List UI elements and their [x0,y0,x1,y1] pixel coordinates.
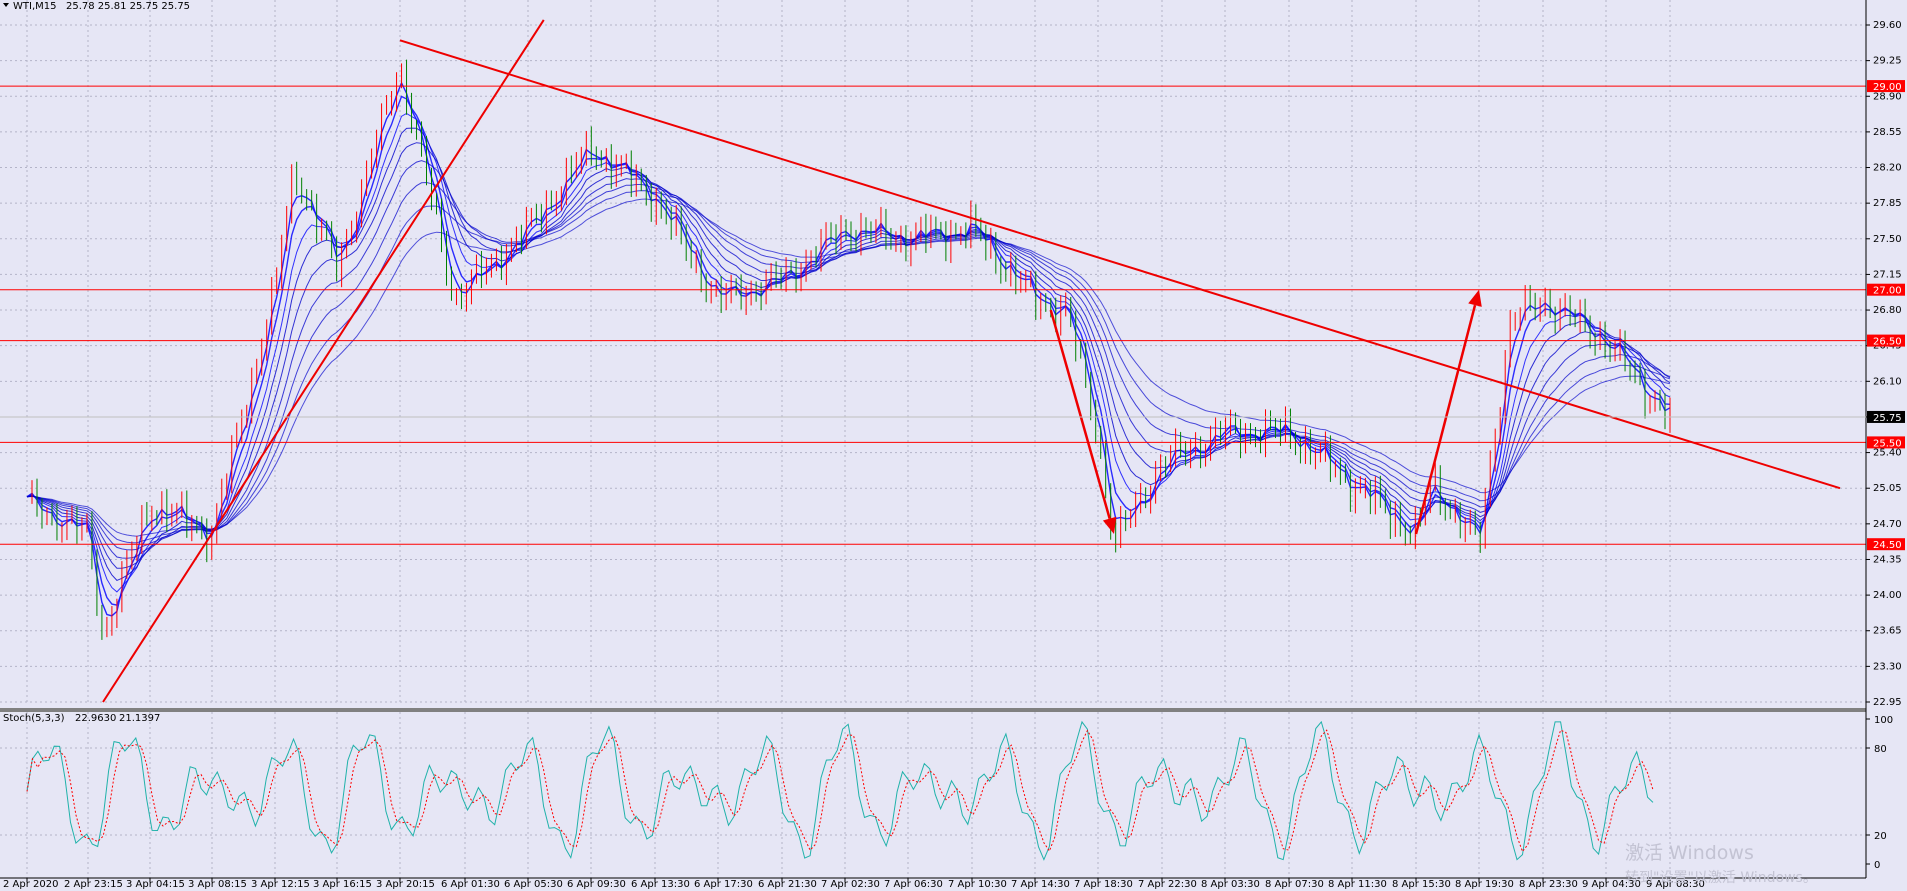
candlesticks [31,59,1671,640]
horizontal-levels[interactable] [0,85,1866,545]
time-tick-label: 7 Apr 22:30 [1138,879,1197,890]
stoch-scale-label: 100 [1874,715,1893,726]
symbol-label: WTI,M15 [13,1,56,12]
current-price-label: 25.75 [1873,413,1902,424]
time-tick-label: 7 Apr 14:30 [1011,879,1070,890]
price-tick-label: 27.15 [1873,269,1902,280]
price-tick-label: 22.95 [1873,697,1902,708]
time-tick-label: 8 Apr 11:30 [1328,879,1387,890]
ma-line [26,181,1671,551]
stoch-scale-label: 20 [1874,831,1887,842]
moving-average-ribbon [26,81,1671,617]
price-tick-label: 28.20 [1873,163,1902,174]
level-price-tag [1867,334,1905,347]
chart-header: WTI,M15 25.78 25.81 25.75 25.75 [3,1,190,12]
price-tick-label: 26.80 [1873,305,1902,316]
level-price-tag [1867,538,1905,551]
time-tick-label: 7 Apr 10:30 [948,879,1007,890]
level-price-label: 25.50 [1873,438,1902,449]
ma-line [26,127,1671,581]
time-tick-label: 8 Apr 19:30 [1455,879,1514,890]
price-grid [0,0,1866,878]
stoch-scale-label: 0 [1874,860,1880,871]
time-tick-label: 2 Apr 2020 [3,879,58,890]
stoch-main-line [26,720,1654,861]
time-tick-label: 3 Apr 12:15 [251,879,310,890]
price-tick-label: 27.85 [1873,198,1902,209]
time-tick-label: 6 Apr 05:30 [504,879,563,890]
activation-watermark: 激活 Windows 转到"设置"以激活 Windows。 [1625,842,1817,886]
stoch-signal-line [26,729,1654,853]
level-price-label: 26.50 [1873,337,1902,348]
price-tick-label: 25.40 [1873,448,1902,459]
level-price-label: 27.00 [1873,286,1902,297]
price-tick-label: 29.60 [1873,20,1902,31]
time-tick-label: 3 Apr 20:15 [376,879,435,890]
time-tick-label: 6 Apr 13:30 [631,879,690,890]
panel-separator[interactable] [0,708,1907,712]
arrow-up-icon[interactable] [1468,289,1482,307]
stoch-header: Stoch(5,3,3) 22.9630 21.1397 [3,713,160,724]
price-tick-label: 26.10 [1873,376,1902,387]
price-tick-label: 28.55 [1873,127,1902,138]
dropdown-triangle-icon[interactable] [3,3,9,7]
ma-line [26,190,1671,544]
time-tick-label: 6 Apr 21:30 [758,879,817,890]
price-tick-label: 29.25 [1873,56,1902,67]
time-tick-label: 8 Apr 03:30 [1201,879,1260,890]
main-panel-background [0,0,1866,705]
stochastic-panel [0,708,1907,861]
ma-line [26,198,1671,537]
arrow-down-shaft[interactable] [1049,309,1111,519]
time-tick-label: 8 Apr 23:30 [1519,879,1578,890]
stoch-main-value: 22.9630 [75,713,116,724]
time-tick-label: 2 Apr 23:15 [64,879,123,890]
stoch-label: Stoch(5,3,3) [3,713,65,724]
stoch-signal-value: 21.1397 [119,713,160,724]
price-tick-label: 24.70 [1873,519,1902,530]
level-price-tag [1867,80,1905,93]
stoch-scale-label: 80 [1874,744,1887,755]
time-tick-label: 3 Apr 08:15 [188,879,247,890]
watermark-line1: 激活 Windows [1625,842,1754,864]
time-tick-label: 9 Apr 04:30 [1582,879,1641,890]
time-tick-label: 6 Apr 01:30 [441,879,500,890]
ma-line [26,81,1671,617]
trendlines[interactable] [102,19,1841,703]
level-price-tag [1867,436,1905,449]
ohlc-values: 25.78 25.81 25.75 25.75 [66,1,190,12]
time-tick-label: 8 Apr 15:30 [1392,879,1451,890]
time-tick-label: 9 Apr 08:30 [1646,879,1705,890]
level-price-tag [1867,283,1905,296]
time-tick-label: 7 Apr 06:30 [884,879,943,890]
time-tick-label: 6 Apr 09:30 [567,879,626,890]
price-tick-label: 24.35 [1873,554,1902,565]
watermark-line2: 转到"设置"以激活 Windows。 [1625,869,1817,886]
ma-line [26,112,1671,593]
arrow-up-shaft[interactable] [1414,304,1477,535]
price-tick-label: 23.65 [1873,626,1902,637]
trendline[interactable] [102,19,545,703]
ma-line [26,142,1671,569]
arrow-down-icon[interactable] [1102,516,1117,535]
price-tick-label: 28.90 [1873,91,1902,102]
ma-line [26,95,1671,606]
time-tick-label: 3 Apr 04:15 [126,879,185,890]
time-axis: 2 Apr 2020 2 Apr 23:15 3 Apr 04:15 3 Apr 08… [0,877,1866,890]
price-tick-label: 23.30 [1873,661,1902,672]
time-tick-label: 3 Apr 16:15 [313,879,372,890]
time-tick-label: 7 Apr 02:30 [821,879,880,890]
current-price-tag [1867,410,1905,423]
price-tick-label: 27.50 [1873,234,1902,245]
time-tick-label: 6 Apr 17:30 [694,879,753,890]
level-price-label: 24.50 [1873,540,1902,551]
price-tick-label: 25.05 [1873,483,1902,494]
level-price-label: 29.00 [1873,82,1902,93]
time-tick-label: 8 Apr 07:30 [1265,879,1324,890]
time-tick-label: 7 Apr 18:30 [1074,879,1133,890]
trendline[interactable] [399,39,1841,490]
price-tick-label: 24.00 [1873,590,1902,601]
